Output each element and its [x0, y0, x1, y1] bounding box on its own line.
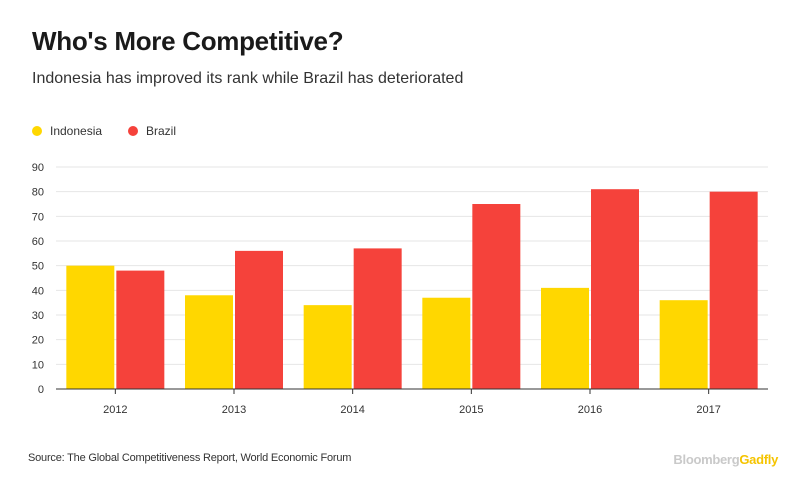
legend-label-indonesia: Indonesia — [50, 124, 103, 138]
chart-subtitle: Indonesia has improved its rank while Br… — [32, 70, 464, 87]
bar-indonesia-2013 — [185, 295, 233, 389]
y-tick-label: 50 — [32, 261, 44, 273]
bar-brazil-2014 — [353, 248, 402, 389]
x-tick-label: 2016 — [578, 404, 602, 416]
y-tick-label: 60 — [32, 236, 44, 248]
brand-part2: Gadfly — [739, 452, 778, 467]
bar-brazil-2017 — [709, 191, 758, 389]
y-tick-label: 70 — [32, 211, 44, 223]
y-tick-label: 90 — [32, 162, 44, 174]
legend-label-brazil: Brazil — [146, 124, 177, 138]
chart-title: Who's More Competitive? — [32, 26, 344, 56]
x-tick-label: 2015 — [459, 404, 483, 416]
x-tick-label: 2013 — [222, 404, 246, 416]
bar-brazil-2015 — [472, 204, 521, 389]
y-tick-label: 20 — [32, 335, 44, 347]
x-tick-label: 2014 — [340, 404, 364, 416]
legend-item-indonesia: Indonesia — [32, 124, 102, 138]
bar-indonesia-2016 — [541, 287, 589, 389]
y-tick-label: 40 — [32, 285, 44, 297]
bar-brazil-2016 — [591, 189, 639, 389]
y-tick-label: 80 — [32, 187, 44, 199]
brand-logo: BloombergGadfly — [673, 452, 778, 467]
legend-swatch-brazil — [128, 126, 138, 136]
source-note: Source: The Global Competitiveness Repor… — [28, 452, 352, 464]
bar-indonesia-2015 — [422, 297, 471, 389]
bar-brazil-2013 — [235, 250, 283, 389]
y-tick-label: 0 — [38, 384, 44, 396]
legend-swatch-indonesia — [32, 126, 42, 136]
legend-item-brazil: Brazil — [128, 124, 176, 138]
x-tick-label: 2012 — [103, 404, 127, 416]
y-tick-label: 30 — [32, 310, 44, 322]
y-tick-label: 10 — [32, 359, 44, 371]
bar-indonesia-2017 — [659, 300, 708, 389]
brand-part1: Bloomberg — [673, 452, 740, 467]
bar-indonesia-2012 — [66, 265, 115, 389]
x-tick-label: 2017 — [696, 404, 720, 416]
bar-brazil-2012 — [116, 270, 165, 389]
bar-indonesia-2014 — [303, 305, 352, 389]
